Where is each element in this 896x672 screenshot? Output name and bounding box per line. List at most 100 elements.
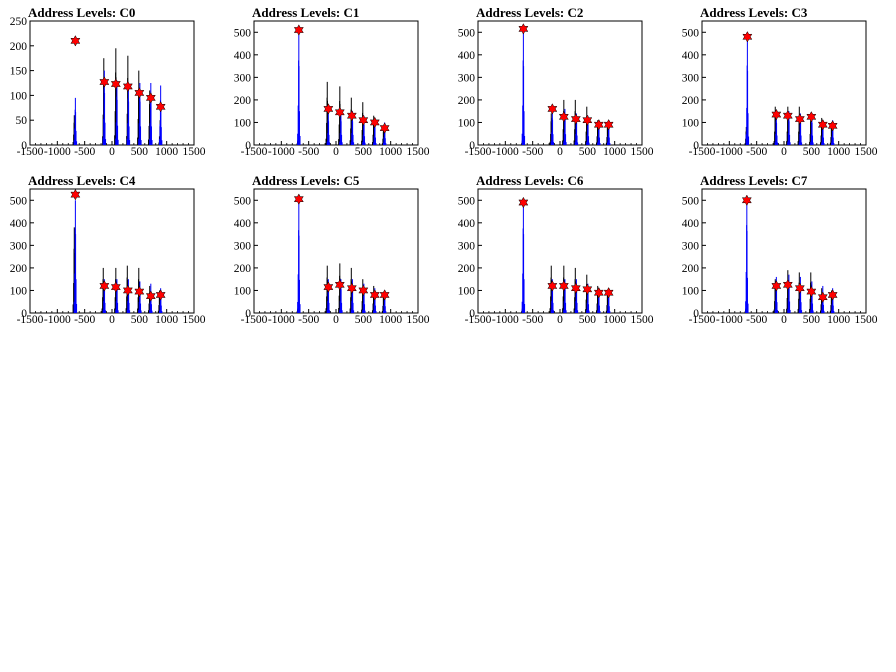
plot-frame [701, 20, 867, 146]
x-tick-label: -500 [74, 146, 95, 158]
x-tick-label: 0 [557, 146, 563, 158]
x-tick-label: 1500 [855, 314, 878, 326]
y-tick-label: 200 [682, 263, 700, 275]
histogram-panel: Address Levels: C6 -1500 -1000 -500 0 500 1000… [458, 173, 654, 326]
y-tick-label: 400 [682, 218, 700, 230]
plot-frame [701, 188, 867, 314]
x-tick-label: 1000 [155, 314, 178, 326]
panel-title: Address Levels: C2 [476, 5, 583, 20]
peak-marker [741, 194, 752, 207]
peak-marker [518, 196, 529, 209]
peak-marker [782, 279, 793, 291]
x-tick-label: -1000 [268, 314, 295, 326]
peak-marker [323, 281, 334, 293]
y-tick-label: 150 [10, 66, 28, 78]
peak-marker [827, 289, 838, 301]
peak-marker [817, 118, 828, 131]
x-tick-label: 0 [109, 314, 115, 326]
x-tick-label: 0 [781, 146, 787, 158]
x-tick-label: 0 [109, 146, 115, 158]
y-tick-label: 200 [10, 263, 28, 275]
x-tick-label: -500 [746, 146, 767, 158]
peak-marker [742, 31, 753, 43]
peak-marker [334, 106, 345, 119]
x-tick-label: 1000 [379, 146, 402, 158]
x-tick-label: -1000 [716, 314, 743, 326]
x-tick-label: -1000 [44, 314, 71, 326]
panel-title: Address Levels: C3 [700, 5, 808, 20]
x-tick-label: -500 [522, 314, 543, 326]
histogram-panel: Address Levels: C4-1500 -1000 -500 0 500 1000… [10, 173, 206, 326]
peak-marker [110, 78, 121, 90]
x-tick-label: 1000 [155, 146, 178, 158]
panel-title: Address Levels: C0 [28, 5, 135, 20]
peak-marker [293, 24, 304, 36]
peak-marker [771, 280, 782, 292]
x-tick-label: 0 [333, 146, 339, 158]
x-tick-label: -1500 [689, 314, 716, 326]
y-tick-label: 500 [10, 195, 28, 207]
y-tick-label: 500 [458, 195, 476, 207]
peak-marker [794, 282, 805, 294]
plot-frame [477, 20, 643, 146]
x-tick-label: 1000 [603, 314, 626, 326]
peak-marker [379, 289, 390, 301]
y-tick-label: 500 [458, 27, 476, 39]
panel-title: Address Levels: C7 [700, 173, 808, 188]
histogram-panel: Address Levels: C3-1500 -1000 -500 0 500 1000… [682, 5, 878, 158]
x-tick-label: 500 [131, 146, 149, 158]
x-tick-label: 500 [579, 146, 597, 158]
y-tick-label: 300 [10, 240, 28, 252]
plot-frame [29, 188, 195, 314]
y-tick-label: 100 [682, 285, 700, 297]
peak-marker [593, 118, 604, 131]
peak-marker [293, 193, 304, 205]
x-tick-label: 1500 [183, 314, 206, 326]
y-tick-label: 500 [682, 195, 700, 207]
histogram-grid: Address Levels: C0-1500 -1000 -500 0 500 1000… [10, 5, 878, 326]
x-tick-label: -1500 [689, 146, 716, 158]
peak-marker [145, 290, 156, 302]
x-tick-label: -1000 [492, 314, 519, 326]
histogram-panel: Address Levels: C0-1500 -1000 -500 0 500 1000… [10, 5, 206, 158]
y-tick-label: 300 [682, 240, 700, 252]
x-tick-label: 1500 [407, 314, 430, 326]
y-tick-label: 100 [682, 117, 700, 129]
peak-marker [134, 87, 145, 99]
peak-marker [346, 109, 357, 122]
x-tick-label: 0 [557, 314, 563, 326]
y-tick-label: 300 [458, 240, 476, 252]
peak-marker [603, 286, 614, 299]
x-tick-label: -1500 [241, 314, 268, 326]
y-tick-label: 400 [458, 218, 476, 230]
x-tick-label: 0 [333, 314, 339, 326]
panel-title: Address Levels: C6 [476, 173, 584, 188]
peak-marker [155, 289, 166, 301]
x-tick-label: 1000 [379, 314, 402, 326]
y-tick-label: 100 [458, 285, 476, 297]
x-tick-label: -1500 [17, 146, 44, 158]
x-tick-label: -1500 [465, 314, 492, 326]
x-tick-label: 500 [131, 314, 149, 326]
peak-marker [603, 118, 614, 131]
y-tick-label: 100 [10, 90, 28, 102]
y-tick-label: 0 [693, 140, 699, 152]
x-tick-label: 1500 [407, 146, 430, 158]
y-tick-label: 500 [234, 27, 252, 39]
y-tick-label: 0 [21, 308, 27, 320]
peak-marker [70, 35, 81, 47]
x-tick-label: 1000 [827, 314, 850, 326]
x-tick-label: 500 [579, 314, 597, 326]
plot-frame [29, 20, 195, 146]
peak-marker [782, 109, 793, 122]
x-tick-label: 0 [781, 314, 787, 326]
x-tick-label: -1500 [17, 314, 44, 326]
peak-marker [99, 280, 110, 292]
peak-marker [558, 280, 569, 292]
y-tick-label: 300 [234, 72, 252, 84]
peak-marker [582, 283, 593, 296]
histogram-panel: Address Levels: C1-1500 -1000 -500 0 500 1000… [234, 5, 430, 158]
y-tick-label: 200 [10, 41, 28, 53]
peak-marker [806, 111, 817, 123]
peak-marker [369, 289, 380, 301]
